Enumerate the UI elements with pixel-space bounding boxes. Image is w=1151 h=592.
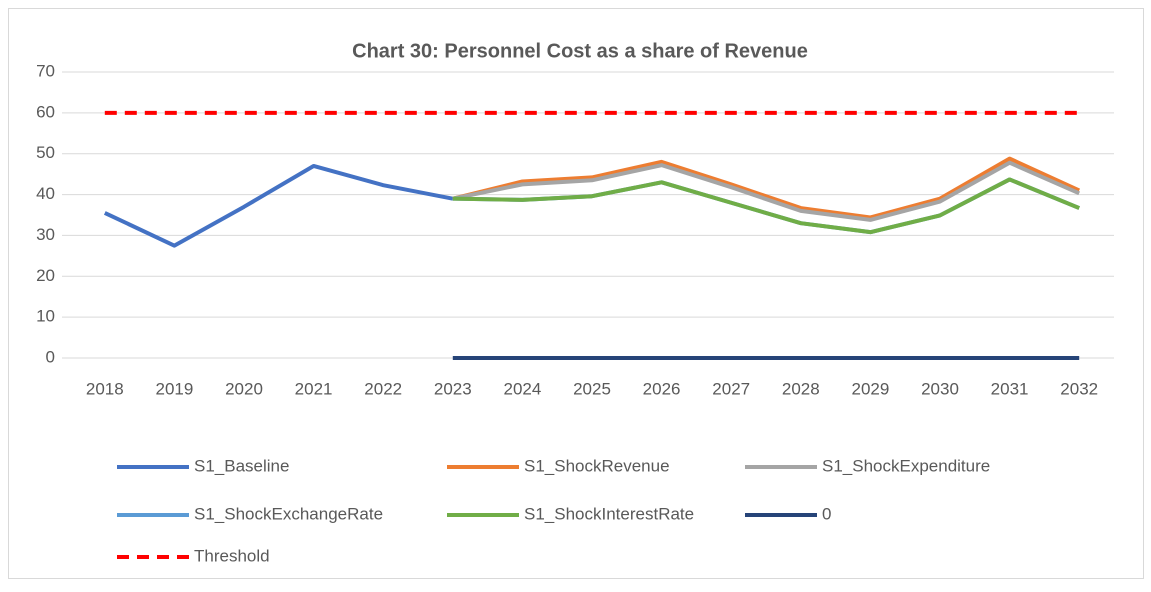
legend-label: Threshold (194, 546, 270, 565)
x-tick-label: 2018 (86, 379, 124, 398)
x-tick-label: 2022 (364, 379, 402, 398)
x-tick-label: 2020 (225, 379, 263, 398)
x-tick-label: 2028 (782, 379, 820, 398)
legend-label: S1_ShockExchangeRate (194, 504, 383, 523)
y-tick-label: 0 (46, 347, 55, 366)
series-line (103, 163, 454, 248)
y-tick-label: 10 (36, 307, 55, 326)
x-tick-label: 2032 (1060, 379, 1098, 398)
series-line (452, 160, 1081, 222)
x-tick-label: 2024 (503, 379, 541, 398)
series-line (452, 156, 1081, 220)
series-line (452, 177, 1080, 235)
y-tick-label: 20 (36, 266, 55, 285)
chart-title: Chart 30: Personnel Cost as a share of R… (352, 40, 808, 62)
x-tick-label: 2025 (573, 379, 611, 398)
x-tick-label: 2021 (295, 379, 333, 398)
x-tick-label: 2026 (643, 379, 681, 398)
legend-label: S1_ShockExpenditure (822, 456, 990, 475)
y-tick-label: 60 (36, 102, 55, 121)
x-tick-label: 2030 (921, 379, 959, 398)
y-tick-label: 30 (36, 225, 55, 244)
legend-label: S1_Baseline (194, 456, 289, 475)
y-tick-label: 50 (36, 143, 55, 162)
legend-label: S1_ShockInterestRate (524, 504, 694, 523)
legend-label: S1_ShockRevenue (524, 456, 670, 475)
x-tick-label: 2029 (851, 379, 889, 398)
x-tick-label: 2019 (155, 379, 193, 398)
legend-label: 0 (822, 504, 831, 523)
y-tick-label: 70 (36, 61, 55, 80)
x-tick-label: 2023 (434, 379, 472, 398)
y-tick-label: 40 (36, 184, 55, 203)
chart-border (8, 8, 1144, 579)
x-tick-label: 2031 (991, 379, 1029, 398)
x-tick-label: 2027 (712, 379, 750, 398)
